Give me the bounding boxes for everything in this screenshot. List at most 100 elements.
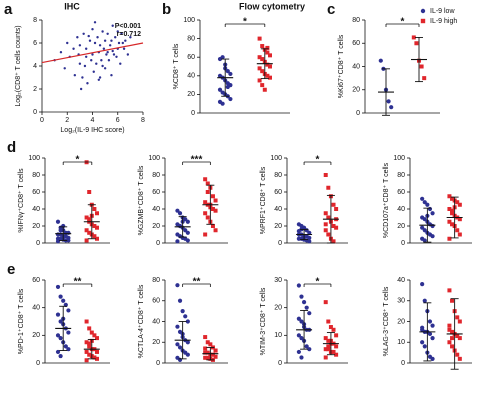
point (447, 327, 452, 332)
point (299, 294, 304, 299)
point (213, 228, 218, 233)
significance: * (316, 277, 320, 288)
y-axis-label: %Ki67⁺CD8⁺ T cells (338, 34, 345, 98)
point (84, 55, 88, 58)
y-tick-label: 20 (32, 223, 40, 230)
point (110, 39, 113, 42)
point (84, 340, 89, 345)
point (296, 316, 301, 321)
point (106, 32, 109, 35)
point (257, 36, 262, 41)
point (87, 352, 92, 357)
point (265, 73, 270, 78)
point (447, 219, 452, 224)
point (257, 66, 262, 71)
panel-label: d (7, 139, 16, 156)
point (101, 30, 104, 33)
point (326, 338, 331, 343)
y-tick-label: 10 (397, 339, 405, 346)
point (334, 352, 339, 357)
point (323, 211, 328, 216)
point (307, 230, 312, 235)
annotation: r=0.712 (117, 31, 141, 38)
point (175, 342, 180, 347)
point (331, 224, 336, 228)
legend-marker (420, 8, 426, 14)
point (420, 225, 425, 230)
y-tick-label: 20 (152, 223, 160, 230)
y-tick-label: 60 (152, 298, 160, 305)
y-tick-label: 60 (32, 277, 40, 284)
y-tick-label: 80 (32, 172, 40, 179)
y-tick-label: 60 (187, 54, 195, 61)
point (268, 75, 272, 80)
x-tick-label: 2 (65, 117, 69, 124)
point (126, 53, 130, 56)
point (210, 194, 215, 199)
point (92, 234, 97, 239)
point (331, 327, 336, 332)
point (323, 222, 328, 227)
point (119, 62, 122, 65)
point (257, 55, 262, 60)
y-axis-label: %CD8⁺ T cells (173, 43, 180, 89)
point (334, 207, 339, 211)
point (220, 55, 225, 60)
point (55, 284, 61, 290)
point (265, 45, 270, 50)
point (92, 70, 95, 73)
point (326, 215, 331, 220)
point (129, 36, 132, 39)
point (447, 323, 452, 328)
y-tick-label: 0 (401, 360, 405, 367)
y-tick-label: 60 (274, 189, 282, 196)
point (427, 206, 433, 212)
point (96, 36, 99, 39)
point (457, 217, 462, 222)
point (326, 232, 331, 237)
point (55, 219, 61, 224)
point (455, 334, 460, 339)
annotation: P<0.001 (115, 23, 141, 30)
point (205, 340, 210, 345)
point (228, 96, 233, 102)
point (210, 224, 215, 228)
y-axis-label: %LAG-3⁺CD8⁺ T cells (383, 286, 390, 356)
point (79, 87, 83, 91)
point (260, 57, 265, 62)
point (111, 49, 114, 53)
point (87, 230, 92, 235)
point (95, 356, 99, 361)
y-tick-label: 100 (148, 155, 160, 162)
point (210, 352, 215, 357)
y-tick-label: 0 (356, 110, 360, 117)
point (122, 47, 126, 50)
significance: ** (193, 277, 201, 288)
y-tick-label: 40 (352, 63, 360, 70)
point (447, 288, 452, 293)
point (422, 76, 427, 81)
point (260, 83, 265, 88)
point (326, 185, 331, 190)
point (323, 300, 328, 305)
point (457, 319, 462, 324)
y-axis-label: %CD107a⁺CD8⁺ T cells (383, 162, 390, 238)
point (91, 53, 94, 56)
point (455, 228, 460, 233)
point (296, 283, 301, 288)
point (90, 59, 93, 62)
point (205, 181, 210, 186)
y-tick-label: 4 (33, 63, 37, 70)
point (58, 294, 63, 299)
fit-line (41, 42, 144, 64)
point (307, 235, 312, 240)
point (92, 224, 97, 228)
y-tick-label: 100 (270, 155, 282, 162)
point (268, 64, 272, 69)
point (260, 44, 265, 49)
legend-marker (420, 18, 426, 24)
y-tick-label: 20 (32, 332, 40, 339)
point (411, 35, 416, 40)
point (87, 190, 92, 194)
point (88, 39, 92, 42)
